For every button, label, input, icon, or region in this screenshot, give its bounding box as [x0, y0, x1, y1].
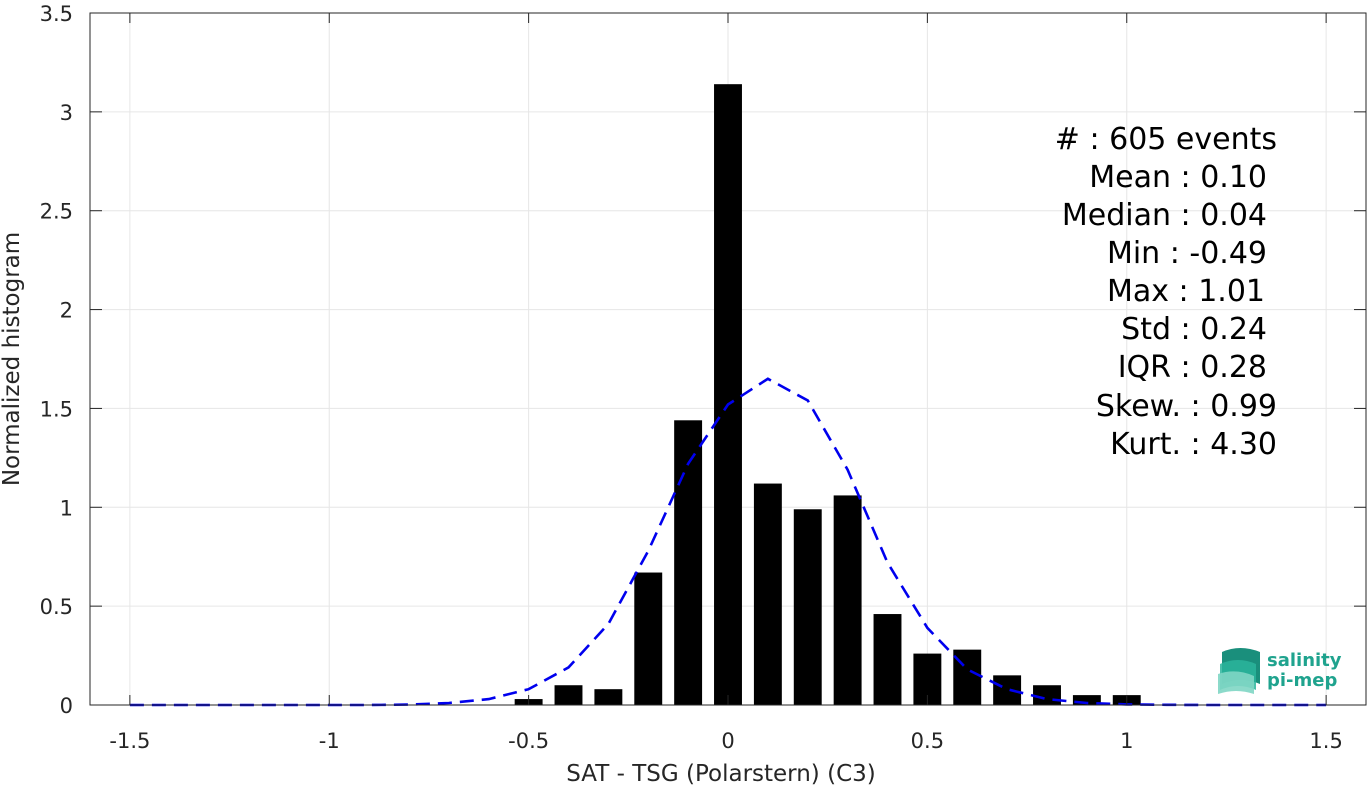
stat-max: Max : 1.01: [1107, 274, 1265, 309]
stat-median-value: : 0.04: [1181, 198, 1267, 233]
histogram-bar: [1033, 685, 1061, 705]
logo-waves-icon: [1218, 648, 1260, 694]
stat-kurt-label: Kurt.: [1110, 427, 1190, 462]
stat-median: Median : 0.04: [1062, 198, 1267, 233]
x-tick-label: 0.5: [911, 729, 944, 753]
x-tick-label: -0.5: [508, 729, 549, 753]
stat-skew: Skew. : 0.99: [1096, 389, 1277, 424]
y-tick-label: 1: [60, 496, 73, 520]
stat-iqr-value: : 0.28: [1181, 350, 1267, 385]
y-tick-label: 3: [60, 101, 73, 125]
stat-skew-value: : 0.99: [1191, 389, 1277, 424]
y-tick-labels: 0 0.5 1 1.5 2 2.5 3 3.5: [40, 2, 73, 718]
stat-min: Min : -0.49: [1107, 236, 1267, 271]
salinity-pi-mep-logo: salinity pi-mep: [1218, 648, 1342, 694]
stat-std-label: Std: [1121, 312, 1180, 347]
y-axis-title: Normalized histogram: [0, 232, 25, 486]
logo-text-salinity: salinity: [1267, 650, 1342, 671]
histogram-bar: [793, 509, 822, 705]
histogram-bar: [634, 572, 663, 705]
stat-mean-label: Mean: [1089, 160, 1180, 195]
stat-mean-value: : 0.10: [1181, 160, 1267, 195]
x-tick-labels: -1.5 -1 -0.5 0 0.5 1 1.5: [109, 729, 1342, 753]
histogram-bar: [1072, 695, 1101, 705]
histogram-bar: [554, 685, 583, 705]
statistics-annotation: # : 605 events Mean : 0.10 Median : 0.04…: [1055, 122, 1277, 462]
y-tick-label: 2: [60, 299, 73, 323]
histogram-bar: [753, 483, 782, 705]
histogram-bar: [674, 420, 703, 705]
stat-iqr-label: IQR: [1118, 350, 1181, 385]
stat-count-label: #: [1055, 122, 1090, 157]
stat-std: Std : 0.24: [1121, 312, 1267, 347]
stat-count: # : 605 events: [1055, 122, 1277, 157]
y-tick-label: 1.5: [40, 397, 73, 421]
y-tick-label: 0.5: [40, 595, 73, 619]
stat-iqr: IQR : 0.28: [1118, 350, 1267, 385]
stat-kurt: Kurt. : 4.30: [1110, 427, 1277, 462]
histogram-bar: [594, 689, 623, 705]
x-tick-label: 0: [721, 729, 734, 753]
stat-std-value: : 0.24: [1181, 312, 1267, 347]
y-tick-label: 2.5: [40, 200, 73, 224]
stat-count-value: : 605 events: [1089, 122, 1277, 157]
axis-ticks: [90, 12, 1366, 706]
x-tick-label: 1.5: [1309, 729, 1342, 753]
stat-mean: Mean : 0.10: [1089, 160, 1267, 195]
stat-min-label: Min: [1107, 236, 1170, 271]
histogram-bar: [833, 495, 862, 705]
stat-max-value: : 1.01: [1179, 274, 1265, 309]
histogram-bar: [993, 675, 1022, 705]
y-tick-label: 3.5: [40, 2, 73, 26]
stat-max-label: Max: [1107, 274, 1179, 309]
stat-min-value: : -0.49: [1170, 236, 1267, 271]
x-tick-label: -1: [319, 729, 340, 753]
histogram-bar: [714, 84, 742, 706]
x-axis-title: SAT - TSG (Polarstern) (C3): [566, 761, 875, 785]
x-tick-label: -1.5: [109, 729, 150, 753]
histogram-bars: [514, 84, 1141, 706]
stat-median-label: Median: [1062, 198, 1181, 233]
stat-kurt-value: : 4.30: [1191, 427, 1277, 462]
logo-text-pi-mep: pi-mep: [1267, 670, 1337, 691]
x-tick-label: 1: [1120, 729, 1133, 753]
histogram-bar: [873, 614, 902, 705]
stat-skew-label: Skew.: [1096, 389, 1191, 424]
y-tick-label: 0: [60, 694, 73, 718]
